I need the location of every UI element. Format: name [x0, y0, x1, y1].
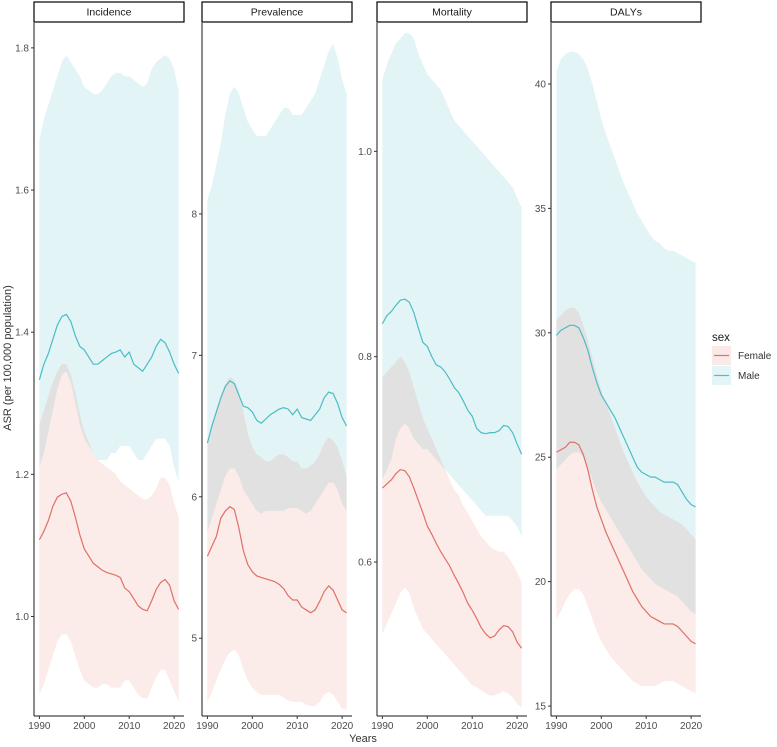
ribbon-incidence-female [39, 364, 179, 702]
ribbon-mortality-female [382, 356, 522, 708]
y-tick-label-mortality: 0.6 [358, 558, 372, 569]
y-tick-label-incidence: 1.4 [15, 328, 29, 339]
legend: sex Female Male [712, 332, 772, 385]
line-dalys-female [556, 441, 696, 645]
y-tick-label-dalys: 15 [535, 702, 547, 713]
x-tick-label-prevalence: 2020 [331, 721, 354, 732]
y-tick-label-prevalence: 8 [191, 209, 197, 220]
x-tick-label-dalys: 2020 [680, 721, 703, 732]
x-axis-title: Years [349, 733, 377, 745]
strip-title-incidence: Incidence [87, 7, 132, 19]
line-prevalence-female [206, 505, 347, 614]
y-axis-title: ASR (per 100,000 population) [2, 285, 14, 431]
y-tick-label-dalys: 25 [535, 453, 547, 464]
y-tick-label-dalys: 30 [535, 328, 547, 339]
legend-title: sex [712, 332, 730, 344]
strip-dalys [550, 1, 702, 23]
panel-dalys: DALYs 15 20 25 30 35 40 1990 2000 2010 2020 [535, 1, 703, 732]
strip-title-dalys: DALYs [610, 7, 642, 19]
line-mortality-female [381, 468, 523, 649]
line-incidence-female [38, 492, 180, 612]
strip-mortality [376, 1, 528, 23]
x-tick-label-mortality: 2020 [506, 721, 529, 732]
strip-incidence [33, 1, 185, 23]
panel-incidence: Incidence 1.0 1.2 1.4 1.6 1.8 1990 2000 2010 2020 [15, 1, 186, 732]
y-tick-label-mortality: 1.0 [358, 147, 372, 158]
x-tick-label-dalys: 1990 [545, 721, 568, 732]
line-mortality-male [381, 298, 523, 455]
y-tick-label-mortality: 0.8 [358, 352, 372, 363]
ribbon-dalys-female [556, 307, 696, 694]
x-tick-label-mortality: 1990 [371, 721, 394, 732]
x-tick-label-incidence: 1990 [28, 721, 51, 732]
x-tick-label-prevalence: 2000 [241, 721, 264, 732]
y-tick-label-prevalence: 7 [191, 351, 197, 362]
legend-item-female: Female [712, 346, 772, 365]
ribbon-incidence-male [39, 54, 179, 482]
x-tick-label-incidence: 2020 [163, 721, 186, 732]
y-tick-label-prevalence: 5 [191, 634, 197, 645]
legend-label-female: Female [738, 351, 772, 362]
ribbon-dalys-male [556, 51, 696, 614]
y-tick-label-incidence: 1.6 [15, 186, 29, 197]
x-tick-label-dalys: 2000 [590, 721, 613, 732]
x-tick-label-prevalence: 2010 [286, 721, 309, 732]
line-incidence-male [38, 313, 180, 380]
strip-title-prevalence: Prevalence [251, 7, 304, 19]
ribbon-prevalence-male [207, 44, 347, 533]
x-tick-label-mortality: 2010 [461, 721, 484, 732]
legend-label-male: Male [738, 371, 760, 382]
line-dalys-male [555, 324, 696, 508]
x-tick-label-dalys: 2010 [635, 721, 658, 732]
panel-mortality: Mortality 0.6 0.8 1.0 1990 2000 2010 2020 [358, 1, 529, 732]
panel-prevalence: Prevalence 5 6 7 8 1990 2000 2010 2020 [191, 1, 354, 732]
y-tick-label-incidence: 1.0 [15, 612, 29, 623]
ribbon-mortality-male [382, 33, 522, 537]
x-tick-label-incidence: 2000 [73, 721, 96, 732]
y-tick-label-dalys: 35 [535, 204, 547, 215]
y-tick-label-incidence: 1.8 [15, 43, 29, 54]
x-tick-label-prevalence: 1990 [196, 721, 219, 732]
strip-prevalence [201, 1, 353, 23]
y-tick-label-incidence: 1.2 [15, 470, 29, 481]
ribbon-prevalence-female [207, 376, 347, 709]
legend-item-male: Male [712, 366, 760, 385]
line-prevalence-male [206, 380, 348, 444]
y-tick-label-prevalence: 6 [191, 492, 197, 503]
x-tick-label-incidence: 2010 [118, 721, 141, 732]
x-tick-label-mortality: 2000 [416, 721, 439, 732]
y-tick-label-dalys: 40 [535, 79, 547, 90]
strip-title-mortality: Mortality [432, 7, 472, 19]
y-tick-label-dalys: 20 [535, 577, 547, 588]
